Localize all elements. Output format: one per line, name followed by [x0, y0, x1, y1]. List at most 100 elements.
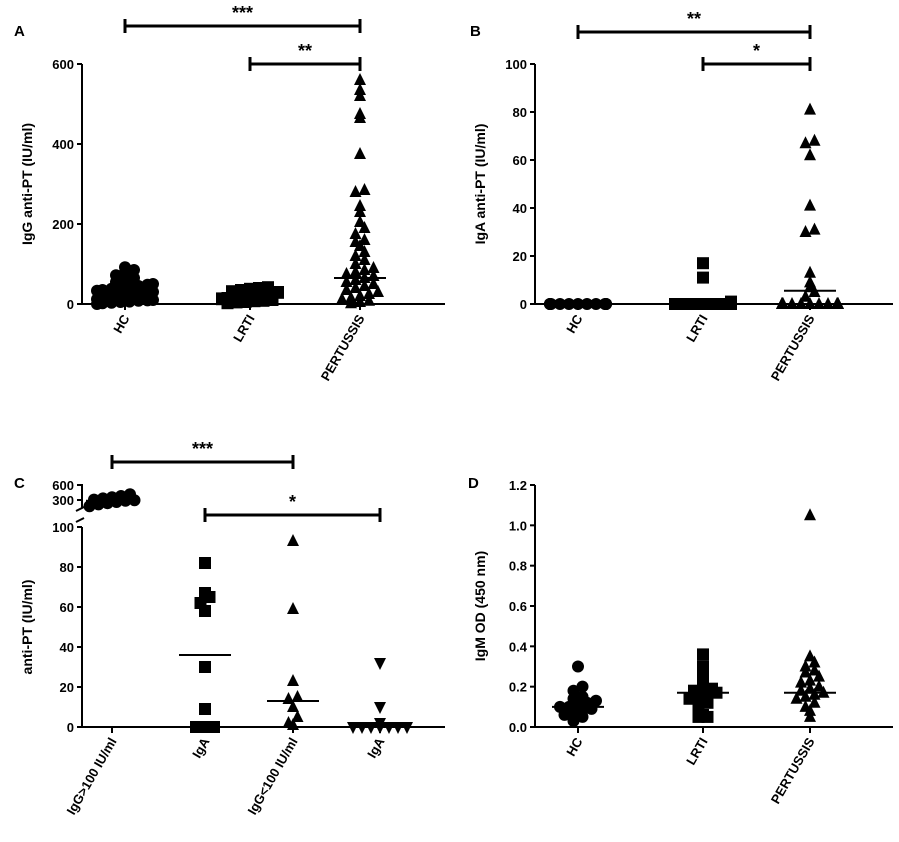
- panel-b-plot: 0 20 40 60 80 100 IgA anti-PT (IU/ml) HC LRTI PER…: [472, 9, 893, 383]
- data-point: [804, 265, 816, 278]
- data-point: [374, 702, 386, 714]
- data-point: [349, 281, 362, 293]
- data-point: [697, 257, 709, 270]
- data-point: [110, 496, 123, 508]
- data-point: [576, 710, 589, 723]
- x-tick-label: LRTI: [683, 735, 710, 768]
- data-point: [790, 691, 803, 704]
- data-point: [147, 294, 159, 306]
- y-tick-label: 20: [513, 249, 527, 264]
- data-point: [600, 298, 612, 310]
- data-point: [358, 245, 371, 257]
- y-axis-title: IgG anti-PT (IU/ml): [19, 123, 35, 245]
- panel-a-letter: A: [14, 23, 25, 40]
- data-point: [799, 665, 812, 678]
- data-point: [336, 292, 348, 305]
- y-tick-label: 0.4: [509, 639, 528, 654]
- data-point: [345, 296, 357, 309]
- data-point: [804, 198, 816, 211]
- data-point: [349, 185, 362, 197]
- y-tick-label: 40: [60, 640, 74, 655]
- x-tick-label: IgA: [189, 734, 213, 760]
- y-tick-label: 300: [52, 493, 74, 508]
- data-point: [363, 287, 375, 299]
- x-tick-label: IgG>100 IU/ml: [63, 735, 119, 817]
- data-point: [349, 227, 362, 239]
- data-point: [813, 679, 825, 692]
- data-point: [358, 183, 371, 195]
- data-point: [697, 648, 709, 661]
- x-tick-label: HC: [563, 311, 586, 335]
- data-point: [808, 695, 821, 708]
- data-point: [576, 680, 589, 693]
- x-tick-label: LRTI: [683, 312, 710, 345]
- significance-bracket: *: [701, 41, 812, 71]
- data-point: [340, 267, 353, 279]
- panel-1-axes: 0 20 40 60 80 100 IgA anti-PT (IU/ml) HC LRTI PER…: [472, 57, 893, 383]
- data-point: [545, 298, 557, 310]
- data-point: [808, 687, 821, 700]
- data-point: [203, 591, 216, 603]
- y-axis-title: anti-PT (IU/ml): [19, 580, 35, 675]
- series-0: [91, 261, 159, 310]
- series-2: [267, 534, 319, 730]
- series-0: [552, 660, 604, 727]
- data-point: [808, 663, 821, 676]
- data-point: [358, 221, 371, 233]
- panel-a-plot: 0 200 400 600 IgG anti-PT (IU/ml) HC LRTI PERTU…: [19, 3, 445, 383]
- data-point: [804, 673, 816, 686]
- data-point: [374, 658, 386, 670]
- data-point: [585, 702, 598, 715]
- x-tick-label: IgG<100 IU/ml: [244, 735, 300, 817]
- series-2: [784, 508, 836, 722]
- data-point: [804, 681, 816, 694]
- significance-label: **: [687, 9, 701, 29]
- data-point: [786, 297, 798, 309]
- x-tick-label: HC: [110, 311, 133, 335]
- significance-label: ***: [192, 439, 213, 459]
- y-tick-label: 1.0: [509, 518, 527, 533]
- data-point: [725, 295, 737, 308]
- data-point: [349, 265, 362, 277]
- panel-b: B 0 20 40 60 80 100 IgA anti-PT (IU/ml) HC LRTI P…: [470, 9, 893, 383]
- significance-bracket: **: [576, 9, 812, 39]
- data-point: [804, 709, 816, 722]
- series-2: [334, 73, 386, 309]
- data-point: [266, 294, 279, 306]
- data-point: [822, 297, 834, 309]
- data-point: [804, 148, 816, 161]
- series-0: [83, 488, 141, 513]
- y-axis-title: IgA anti-PT (IU/ml): [472, 124, 488, 245]
- data-point: [340, 283, 353, 295]
- data-point: [291, 690, 304, 702]
- y-tick-label: 600: [52, 478, 74, 493]
- y-tick-label: 400: [52, 137, 74, 152]
- significance-label: ***: [232, 3, 253, 23]
- panel-a: A 0 200 400 600 IgG anti-PT (IU/ml) HC LRTI PER…: [14, 3, 445, 383]
- panel-d-letter: D: [468, 475, 479, 492]
- data-point: [349, 257, 362, 269]
- y-tick-label: 80: [513, 105, 527, 120]
- data-point: [804, 703, 816, 716]
- y-tick-label: 60: [513, 153, 527, 168]
- data-point: [96, 297, 109, 310]
- data-point: [83, 500, 96, 513]
- data-point: [799, 225, 812, 237]
- data-point: [808, 133, 821, 146]
- data-point: [697, 271, 709, 284]
- y-tick-label: 0.2: [509, 680, 527, 695]
- y-tick-label: 0: [520, 297, 527, 312]
- data-point: [287, 700, 299, 712]
- data-point: [287, 602, 299, 614]
- x-tick-label: PERTUSSIS: [768, 735, 818, 807]
- data-point: [287, 674, 299, 686]
- significance-bracket: ***: [123, 3, 362, 33]
- y-tick-label: 0.6: [509, 599, 527, 614]
- data-point: [799, 136, 812, 149]
- x-tick-label: PERTUSSIS: [318, 312, 368, 384]
- y-tick-label: 20: [60, 680, 74, 695]
- significance-label: **: [298, 41, 312, 61]
